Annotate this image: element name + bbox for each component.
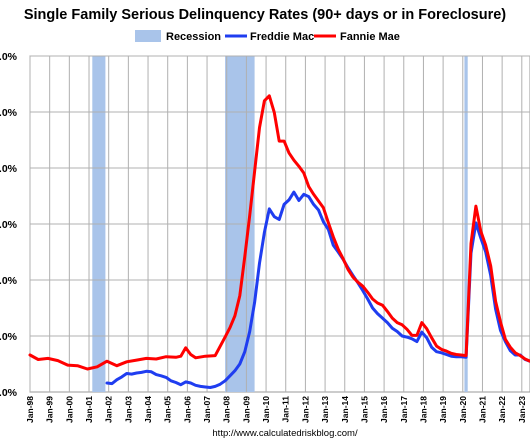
series-line-freddie-mac — [105, 190, 530, 389]
legend-label-freddie-mac: Freddie Mac — [250, 31, 314, 43]
x-axis-ticks: Jan-98 Jan-99 Jan-00 Jan-01 Jan-02 Jan-03 Jan-… — [25, 396, 527, 423]
legend-label-fannie-mae: Fannie Mae — [340, 31, 400, 43]
x-tick-label: Jan-19 — [438, 396, 448, 423]
x-tick-label: Jan-18 — [418, 396, 428, 423]
x-tick-label: Jan-99 — [45, 396, 55, 423]
x-tick-label: Jan-14 — [340, 396, 350, 423]
legend-swatch-recession — [135, 30, 161, 42]
x-tick-label: Jan-15 — [359, 396, 369, 423]
x-tick-label: Jan-23 — [517, 396, 527, 423]
horizontal-gridlines — [30, 55, 530, 337]
x-tick-label: Jan-22 — [497, 396, 507, 423]
x-tick-label: Jan-01 — [84, 396, 94, 423]
x-tick-label: Jan-05 — [163, 396, 173, 423]
x-tick-label: Jan-20 — [458, 396, 468, 423]
x-tick-label: Jan-09 — [241, 396, 251, 423]
series-lines — [28, 94, 530, 389]
x-tick-label: Jan-12 — [300, 396, 310, 423]
y-tick-label: 4.0% — [0, 163, 18, 175]
y-tick-label: 6.0% — [0, 51, 18, 63]
x-tick-label: Jan-98 — [25, 396, 35, 423]
y-tick-label: 2.0% — [0, 275, 18, 287]
legend-label-recession: Recession — [166, 31, 221, 43]
series-line-fannie-mae — [28, 94, 530, 371]
x-tick-label: Jan-10 — [261, 396, 271, 423]
x-tick-label: Jan-08 — [222, 396, 232, 423]
x-tick-label: Jan-00 — [64, 396, 74, 423]
y-tick-label: 5.0% — [0, 107, 18, 119]
x-tick-label: Jan-07 — [202, 396, 212, 423]
x-tick-label: Jan-02 — [104, 396, 114, 423]
x-tick-label: Jan-04 — [143, 396, 153, 423]
x-tick-label: Jan-16 — [379, 396, 389, 423]
x-tick-label: Jan-06 — [182, 396, 192, 423]
y-tick-label: 3.0% — [0, 219, 18, 231]
x-tick-label: Jan-17 — [399, 396, 409, 423]
x-tick-label: Jan-11 — [281, 396, 291, 423]
x-tick-label: Jan-21 — [477, 396, 487, 423]
y-tick-label: 1.0% — [0, 331, 18, 343]
y-axis-ticks: 0.0% 1.0% 2.0% 3.0% 4.0% 5.0% 6.0% — [0, 51, 18, 399]
y-tick-label: 0.0% — [0, 387, 18, 399]
x-tick-label: Jan-13 — [320, 396, 330, 423]
x-tick-label: Jan-03 — [123, 396, 133, 423]
chart-title: Single Family Serious Delinquency Rates … — [24, 7, 506, 23]
source-text: http://www.calculatedriskblog.com/ — [212, 428, 358, 439]
legend: Recession Freddie Mac Fannie Mae — [135, 30, 400, 43]
